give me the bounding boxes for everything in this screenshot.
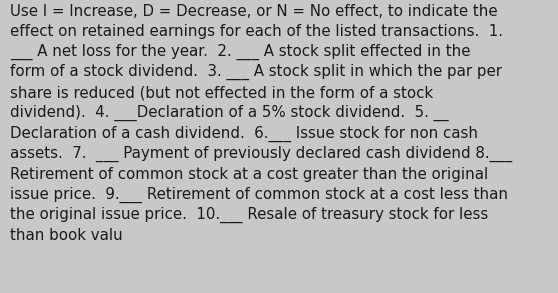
Text: Use I = Increase, D = Decrease, or N = No effect, to indicate the
effect on reta: Use I = Increase, D = Decrease, or N = N… — [10, 4, 512, 243]
